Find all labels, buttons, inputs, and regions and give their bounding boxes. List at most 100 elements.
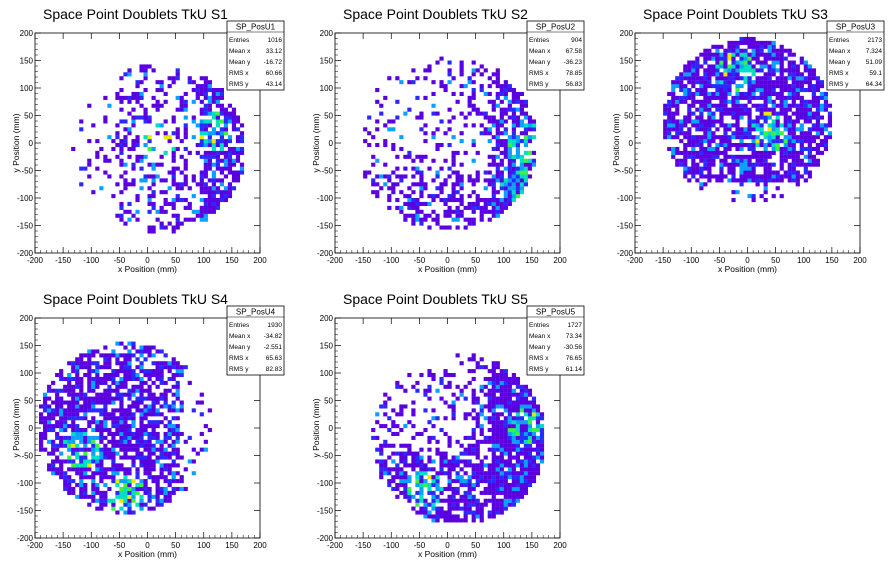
heat-cell xyxy=(759,115,764,120)
y-tick-label: 150 xyxy=(320,57,334,66)
heat-cell xyxy=(783,68,788,73)
heat-cell xyxy=(523,431,529,437)
stats-label: Entries xyxy=(229,322,250,329)
heat-cell xyxy=(503,506,508,511)
heat-cell xyxy=(83,467,88,472)
heat-cell xyxy=(151,194,156,199)
heat-cell xyxy=(755,143,760,148)
heat-cell xyxy=(483,475,488,480)
heat-cell xyxy=(203,127,208,132)
heat-cell xyxy=(747,99,752,104)
heat-cell xyxy=(503,166,508,171)
heat-cells xyxy=(371,353,545,523)
heat-cell xyxy=(467,494,472,499)
heat-cell xyxy=(747,64,752,69)
heat-cell xyxy=(455,190,460,195)
heat-cell xyxy=(519,416,524,421)
heat-cell xyxy=(87,396,92,401)
heat-cell xyxy=(771,48,776,53)
heat-cell xyxy=(207,88,212,93)
heat-cell xyxy=(415,502,420,507)
heat-cell xyxy=(167,483,172,488)
heat-cell xyxy=(787,154,792,159)
heat-cell xyxy=(155,483,160,488)
heat-cell xyxy=(515,174,520,179)
heat-cell xyxy=(135,502,140,507)
heat-cell xyxy=(771,111,776,116)
heat-cell xyxy=(703,154,708,159)
heat-cell xyxy=(511,88,516,93)
heat-cell xyxy=(151,201,156,207)
heat-cell xyxy=(139,459,144,464)
heat-cell xyxy=(211,99,216,104)
heat-cell xyxy=(771,40,776,45)
heat-cell xyxy=(107,365,112,370)
axes: -200 -150 -100 -50 0 50 100 150 200-200-150-100-… xyxy=(17,314,267,550)
heat-cell xyxy=(531,396,537,401)
heat-cell xyxy=(527,127,533,132)
heat-cell xyxy=(467,103,472,108)
heat-cell xyxy=(699,186,704,191)
heat-cell xyxy=(171,150,176,155)
heat-cell xyxy=(135,158,140,163)
heat-cell xyxy=(423,510,428,515)
heat-cell xyxy=(743,162,748,167)
heat-cell xyxy=(479,205,484,210)
heat-cell xyxy=(723,88,728,93)
heat-cell xyxy=(99,146,104,152)
heat-cell xyxy=(419,158,424,163)
heat-cell xyxy=(399,146,404,152)
heat-cell xyxy=(127,486,132,492)
heat-cell xyxy=(783,127,788,132)
heat-cell xyxy=(735,48,740,53)
heat-cell xyxy=(123,209,128,214)
heat-cell xyxy=(499,447,504,452)
heat-cell xyxy=(723,76,728,81)
heat-cell xyxy=(107,455,112,460)
heat-cell xyxy=(447,80,452,85)
heat-cell xyxy=(467,111,472,116)
heat-cell xyxy=(107,384,112,389)
heat-cell xyxy=(819,150,824,155)
heat-cell xyxy=(87,174,92,179)
heat-cell xyxy=(691,143,696,148)
heat-cell xyxy=(447,384,452,389)
heat-cell xyxy=(459,60,464,65)
heat-cell xyxy=(91,404,96,409)
heat-cell xyxy=(687,115,692,120)
heat-cell xyxy=(491,408,496,413)
heat-cell xyxy=(135,373,140,378)
heat-cell xyxy=(67,400,72,405)
heat-cell xyxy=(459,182,464,187)
heat-cell xyxy=(103,400,108,405)
heat-cell xyxy=(219,95,224,100)
heat-cell xyxy=(503,154,508,159)
heat-cell xyxy=(419,217,424,222)
heat-cell xyxy=(787,68,792,73)
heat-cell xyxy=(103,490,108,495)
heat-cell xyxy=(679,95,684,100)
heat-cell xyxy=(707,170,712,175)
heat-cell xyxy=(143,373,148,378)
heat-cell xyxy=(535,451,541,456)
heat-cell xyxy=(415,498,420,503)
heat-cell xyxy=(403,471,408,476)
heat-cell xyxy=(131,162,136,167)
heat-cell xyxy=(451,416,456,421)
heat-cell xyxy=(691,60,696,65)
stats-box-frame xyxy=(526,305,585,376)
heat-cell xyxy=(507,376,512,382)
heat-cell xyxy=(123,72,128,77)
heat-cell xyxy=(151,459,156,464)
heat-cell xyxy=(495,510,500,515)
heat-cell xyxy=(123,170,128,175)
heat-cell xyxy=(535,471,541,476)
x-axis-label: x Position (mm) xyxy=(418,264,477,274)
heat-cell xyxy=(491,115,496,120)
heat-cell xyxy=(795,119,800,124)
heat-cell xyxy=(475,455,480,460)
heat-cell xyxy=(515,146,520,152)
heat-cell xyxy=(439,56,444,61)
heat-cell xyxy=(211,209,216,214)
heat-cell xyxy=(503,119,508,124)
